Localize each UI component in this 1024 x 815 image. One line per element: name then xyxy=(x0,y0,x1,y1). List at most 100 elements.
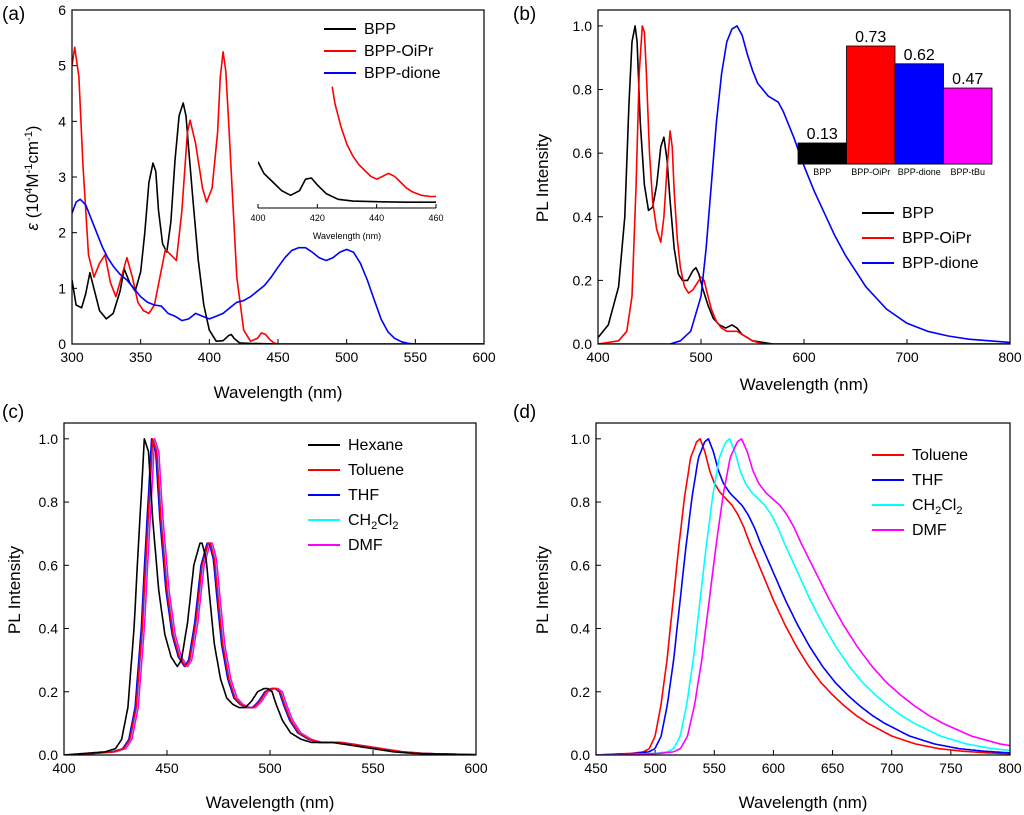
x-tick-label: 500 xyxy=(335,349,359,365)
panel-c: (c) 400 450 500 550 600 0.0 0.2 0.4 0.6 0.8 1.0 Wa… xyxy=(2,402,488,812)
y-tick-label: 0.6 xyxy=(571,557,591,573)
series-line-Toluene xyxy=(64,438,476,755)
series-line-BPP-OiPr xyxy=(72,46,484,344)
panel-d-frame xyxy=(595,422,1011,756)
y-tick-label: 2 xyxy=(58,225,66,241)
panel-c-legend: Hexane Toluene THF CH2Cl2 DMF xyxy=(308,437,404,554)
inset-bar-category-label: BPP xyxy=(813,167,831,177)
panel-c-ylabel: PL Intensity xyxy=(5,545,24,634)
x-tick-label: 500 xyxy=(689,349,713,365)
inset-bar-BPP-tBu xyxy=(943,87,993,165)
x-tick-label: 550 xyxy=(404,349,428,365)
legend-label: BPP xyxy=(902,205,934,222)
legend-label: BPP-dione xyxy=(902,255,979,272)
x-tick-label: 300 xyxy=(60,349,84,365)
x-tick-label: 600 xyxy=(792,349,816,365)
x-tick-label: 350 xyxy=(129,349,153,365)
x-tick-label: 400 xyxy=(52,760,76,776)
panel-c-xlabel: Wavelength (nm) xyxy=(206,793,335,812)
legend-label: Hexane xyxy=(348,437,403,454)
panel-a: (a) 300 350 400 450 500 550 600 0 1 2 3 4 5 6 Wavelen… xyxy=(2,2,496,402)
x-tick-label: 700 xyxy=(895,349,919,365)
x-tick-label: 750 xyxy=(939,760,963,776)
panel-d-xlabel: Wavelength (nm) xyxy=(739,793,868,812)
y-tick-label: 4 xyxy=(58,113,66,129)
series-line-THF xyxy=(64,438,476,755)
x-tick-label: 550 xyxy=(703,760,727,776)
panel-b-xlabel: Wavelength (nm) xyxy=(740,375,869,394)
panel-d: (d) 450 500 550 600 650 700 750 800 0.0 0.2 0.4 0.6… xyxy=(513,402,1022,812)
panel-b-frame xyxy=(597,9,1011,345)
series-line-THF xyxy=(596,438,1010,755)
inset-bar-value-label: 0.13 xyxy=(807,126,838,143)
y-tick-label: 0.2 xyxy=(571,684,591,700)
x-tick-label: 600 xyxy=(472,349,496,365)
panel-b: (b) 400 500 600 700 800 0.0 0.2 0.4 0.6 0.8 1.0 Wa… xyxy=(513,4,1022,394)
y-tick-label: 0 xyxy=(58,336,66,352)
y-tick-label: 0.8 xyxy=(39,494,59,510)
series-line-Hexane xyxy=(64,438,476,755)
y-tick-label: 5 xyxy=(58,58,66,74)
inset-x-tick-label: 420 xyxy=(310,213,325,223)
series-line-CH₂Cl₂ xyxy=(64,439,476,755)
y-tick-label: 0.4 xyxy=(573,209,593,225)
panel-a-ylabel: ε (104M-1cm-1) xyxy=(23,126,42,231)
x-tick-label: 450 xyxy=(584,760,608,776)
series-line-BPP-dione xyxy=(72,198,484,344)
legend-label: Toluene xyxy=(348,462,404,479)
inset-bar-category-label: BPP-OiPr xyxy=(851,167,890,177)
x-tick-label: 600 xyxy=(464,760,488,776)
y-tick-label: 0.8 xyxy=(573,82,593,98)
legend-label: BPP xyxy=(364,21,396,38)
inset-bar-value-label: 0.62 xyxy=(904,47,935,64)
y-tick-label: 1 xyxy=(58,280,66,296)
legend-label: BPP-dione xyxy=(364,65,441,82)
y-tick-label: 0.8 xyxy=(571,494,591,510)
y-tick-label: 0.6 xyxy=(573,145,593,161)
legend-label: THF xyxy=(912,472,943,489)
legend-label: Toluene xyxy=(912,447,968,464)
inset-bar-value-label: 0.73 xyxy=(855,29,886,46)
inset-bar-BPP-dione xyxy=(894,63,944,165)
panel-b-legend: BPP BPP-OiPr BPP-dione xyxy=(862,205,979,272)
panel-a-plot-area: 300 350 400 450 500 550 600 0 1 2 3 4 5 6 xyxy=(58,2,496,365)
legend-label: THF xyxy=(348,487,379,504)
inset-line-BPP xyxy=(258,161,436,203)
legend-label: BPP-OiPr xyxy=(364,43,434,60)
y-tick-label: 0.0 xyxy=(571,747,591,763)
inset-x-tick-label: 460 xyxy=(428,213,443,223)
x-tick-label: 800 xyxy=(998,349,1022,365)
series-line-DMF xyxy=(64,438,476,755)
legend-label: BPP-OiPr xyxy=(902,230,972,247)
x-tick-label: 400 xyxy=(586,349,610,365)
y-tick-label: 0.2 xyxy=(39,684,59,700)
legend-label: DMF xyxy=(912,522,947,539)
panel-b-inset-bar-chart: 0.13 BPP 0.73 BPP-OiPr 0.62 BPP-dione 0.47 BPP-… xyxy=(797,29,993,177)
series-line-BPP-dione xyxy=(598,25,1010,344)
y-tick-label: 0.6 xyxy=(39,557,59,573)
x-tick-label: 500 xyxy=(643,760,667,776)
x-tick-label: 500 xyxy=(258,760,282,776)
panel-c-label: (c) xyxy=(2,402,24,423)
y-tick-label: 3 xyxy=(58,169,66,185)
inset-bar-category-label: BPP-tBu xyxy=(950,167,985,177)
inset-line-BPP-OiPr xyxy=(331,86,436,198)
y-tick-label: 1.0 xyxy=(39,431,59,447)
legend-label: CH2Cl2 xyxy=(348,512,398,532)
panel-b-label: (b) xyxy=(513,4,536,25)
legend-label: CH2Cl2 xyxy=(912,497,962,517)
inset-xlabel: Wavelength (nm) xyxy=(313,231,381,241)
panel-c-frame xyxy=(63,422,477,756)
x-tick-label: 450 xyxy=(266,349,290,365)
panel-a-frame xyxy=(71,9,485,345)
x-tick-label: 700 xyxy=(880,760,904,776)
y-tick-label: 1.0 xyxy=(573,18,593,34)
panel-a-legend: BPP BPP-OiPr BPP-dione xyxy=(324,21,441,82)
y-tick-label: 6 xyxy=(58,2,66,18)
y-tick-label: 0.4 xyxy=(39,621,59,637)
inset-bar-BPP-OiPr xyxy=(846,45,896,165)
panel-b-plot-area: 400 500 600 700 800 0.0 0.2 0.4 0.6 0.8 1.0 xyxy=(573,18,1022,365)
panel-d-legend: Toluene THF CH2Cl2 DMF xyxy=(872,447,968,539)
inset-bar-BPP xyxy=(797,142,847,165)
x-tick-label: 800 xyxy=(998,760,1022,776)
